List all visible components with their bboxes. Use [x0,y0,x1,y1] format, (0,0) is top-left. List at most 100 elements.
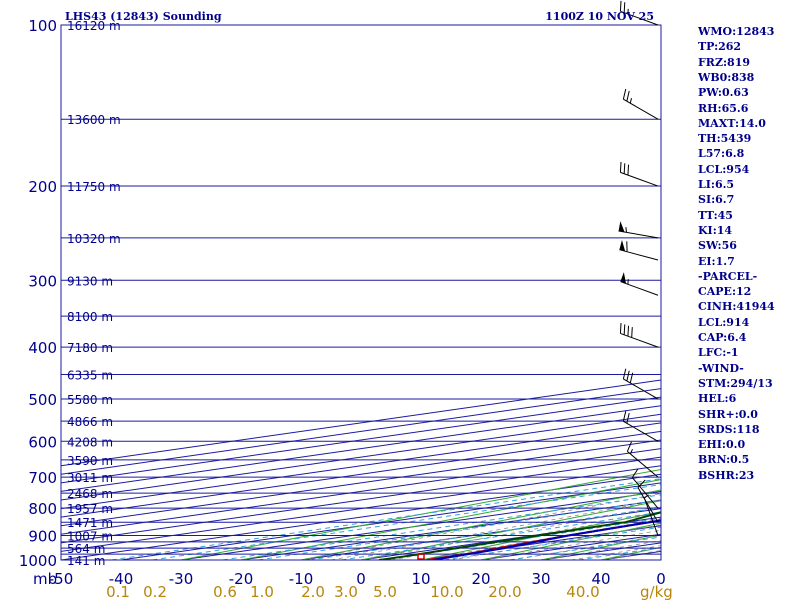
height-label: 7180 m [67,341,113,355]
sounding-index: EHI:0.0 [698,438,746,452]
moist-adiabat [300,493,661,560]
height-label: 3011 m [67,471,113,485]
height-label: 141 m [67,554,105,568]
wind-barb-feather [626,413,630,424]
height-label: 4208 m [67,435,113,449]
isotherm-line [61,430,661,518]
pressure-tick-label: 800 [28,500,57,518]
wind-barb [619,322,659,348]
wind-barb-shaft [620,281,659,296]
wind-barb-flag [619,240,626,252]
wind-barb [622,88,659,120]
wind-barb-feather [629,372,634,384]
wind-barb-shaft [620,332,659,348]
wind-barb-half-feather [644,494,649,499]
height-label: 10320 m [67,232,121,246]
temperature-tick-label: -50 [49,570,74,588]
wind-barb-shaft [627,451,659,478]
height-label: 9130 m [67,274,113,288]
temperature-tick-label: 30 [531,570,550,588]
sounding-index: RH:65.6 [698,101,749,115]
moist-adiabat [390,512,661,560]
pressure-tick-label: 100 [28,17,57,35]
mixing-ratio-label: 1.0 [250,583,274,600]
temperature-tick-label: 0 [356,570,366,588]
wind-barb-feather [631,327,633,338]
wind-barb-shaft [618,230,659,239]
sounding-index: MAXT:14.0 [698,116,766,130]
wind-barb [619,240,659,261]
sounding-index: SHR+:0.0 [698,407,758,421]
wind-barb-feather [627,325,630,337]
height-label: 1957 m [67,502,113,516]
wind-barb-feather [627,164,630,176]
mixing-ratio-label: 10.0 [430,583,463,600]
sounding-index: HEL:6 [698,392,737,406]
sounding-index: TP:262 [698,40,742,54]
chart-grid [61,25,661,560]
height-label: 8100 m [67,310,113,324]
wind-barb-flag [618,221,625,232]
wind-barb [620,272,659,296]
mixing-ratio-unit: g/kg [640,583,673,600]
wind-barbs [618,0,659,536]
wind-barb-feather [626,90,630,102]
height-label: 1471 m [67,516,113,530]
wind-barb-feather [622,88,627,100]
height-label: 13600 m [67,113,121,127]
pressure-tick-label: 700 [28,469,57,487]
temperature-tick-label: -10 [289,570,314,588]
sounding-index: LCL:914 [698,315,750,329]
mixing-ratio-line [444,526,661,560]
temperature-tick-label: -40 [109,570,134,588]
isotherm-line [61,422,661,510]
sounding-index: CINH:41944 [698,300,775,314]
sounding-index: BRN:0.5 [698,453,750,467]
wind-barb-feather [623,324,626,335]
wind-barb-shaft [631,477,659,509]
isotherm-line [61,396,661,484]
sounding-index: L57:6.8 [698,147,745,161]
isotherm-line [61,439,661,527]
wind-barb [618,221,659,239]
sounding-index: SRDS:118 [698,422,760,436]
wind-barb [643,494,659,536]
temperature-tick-label: 20 [471,570,490,588]
wind-barb-feather [619,161,622,173]
isotherm-line [61,405,661,492]
mixing-ratio-label: 40.0 [566,583,599,600]
wind-barb-feather [622,368,627,380]
wind-barb-half-feather [625,227,627,233]
sounding-index: -WIND- [698,361,744,375]
wind-barb [622,368,659,400]
height-label: 5580 m [67,393,113,407]
mixing-ratio-label: 20.0 [488,583,521,600]
sounding-index: PW:0.63 [698,86,749,100]
height-label: 1007 m [67,530,113,544]
wind-barb-feather [623,163,626,174]
wind-barb-shaft [643,497,659,536]
sounding-index: FRZ:819 [698,55,751,69]
wind-barb-feather [631,468,639,478]
sounding-index: STM:294/13 [698,376,773,390]
wind-barb [631,468,659,509]
sounding-index: KI:14 [698,223,733,237]
pressure-tick-label: 300 [28,272,57,290]
sounding-index: SI:6.7 [698,193,735,207]
mixing-ratio-label: 2.0 [301,583,325,600]
wind-barb-shaft [620,171,659,187]
mixing-ratio-label: 0.2 [143,583,167,600]
pressure-tick-label: 600 [28,433,57,451]
height-label: 564 m [67,542,105,556]
temperature-tick-label: 10 [411,570,430,588]
height-label: 2468 m [67,487,113,501]
wind-barb-flag [620,272,627,284]
mixing-ratio-label: 0.1 [106,583,130,600]
wind-barb-feather [619,322,622,334]
chart-traces [378,511,661,560]
isotherm-line [61,465,661,552]
mixing-ratio-label: 5.0 [373,583,397,600]
wind-barb-shaft [637,487,659,523]
surface-marker [417,553,425,560]
